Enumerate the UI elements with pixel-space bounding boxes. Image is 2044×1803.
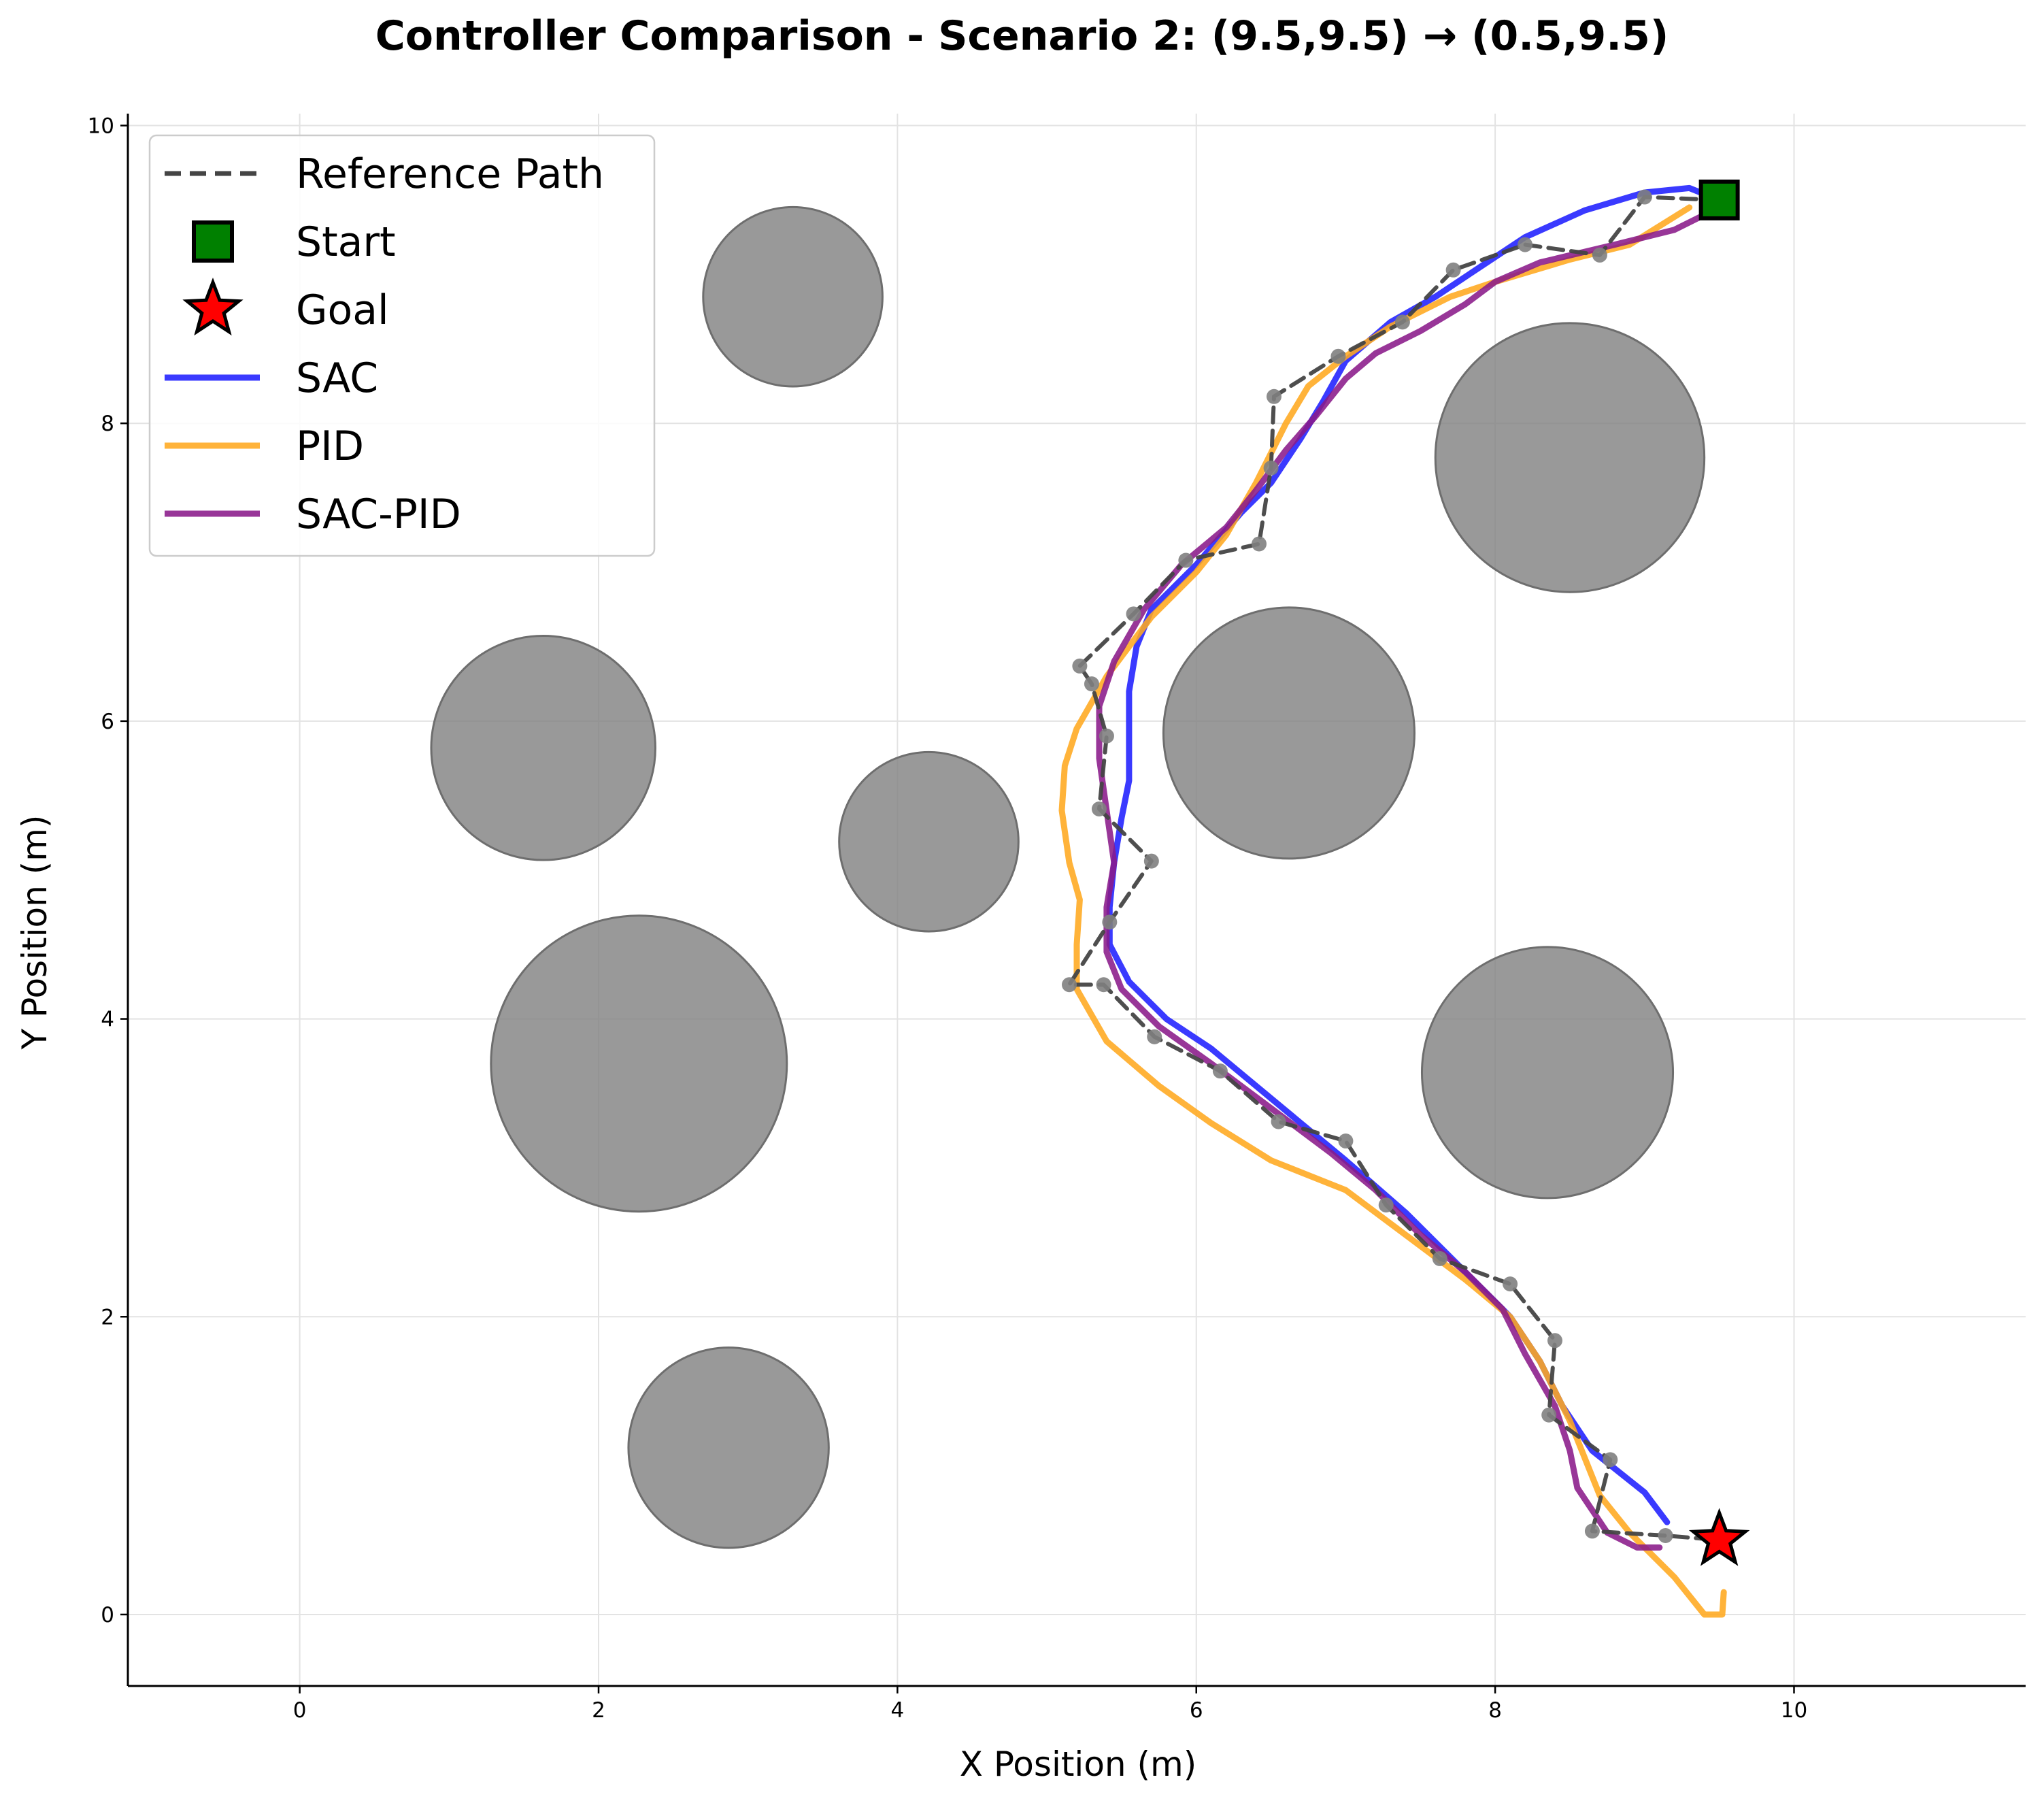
y-tick-label: 8 <box>101 412 114 436</box>
y-tick-label: 4 <box>101 1008 114 1032</box>
legend-swatch-goal <box>182 277 244 336</box>
reference-waypoint <box>1637 189 1652 205</box>
legend: Reference Path Start Goal SAC PID SAC-PID <box>148 134 656 557</box>
start-marker <box>1698 179 1740 220</box>
obstacle-circle <box>838 750 1020 933</box>
reference-waypoint <box>1147 1029 1162 1044</box>
obstacle-circle <box>1420 946 1675 1200</box>
reference-waypoint <box>1212 1063 1228 1079</box>
reference-waypoint <box>1330 348 1346 364</box>
reference-waypoint <box>1584 1523 1600 1539</box>
reference-waypoint <box>1072 658 1088 674</box>
x-tick-label: 10 <box>1781 1698 1807 1723</box>
legend-label-start: Start <box>296 218 396 266</box>
reference-waypoint <box>1603 1452 1618 1468</box>
reference-waypoint <box>1102 914 1118 930</box>
series-line-sac-pid <box>1096 204 1723 1551</box>
legend-label-reference-path: Reference Path <box>296 150 604 198</box>
reference-waypoint <box>1541 1407 1557 1423</box>
legend-label-goal: Goal <box>296 286 389 334</box>
reference-waypoint <box>1394 314 1410 330</box>
legend-box <box>148 134 656 557</box>
reference-waypoint <box>1091 801 1107 817</box>
reference-waypoint <box>1263 460 1279 476</box>
y-tick-label: 10 <box>88 114 114 139</box>
obstacle-circle <box>430 635 656 861</box>
y-tick-label: 0 <box>101 1603 114 1627</box>
reference-waypoint <box>1084 676 1099 692</box>
obstacle-circle <box>1434 322 1706 593</box>
x-tick-label: 2 <box>592 1698 605 1723</box>
y-axis-title: Y Position (m) <box>15 815 54 1051</box>
goal-marker <box>1688 1508 1750 1566</box>
legend-label-sac-pid: SAC-PID <box>296 491 461 538</box>
reference-waypoint <box>1445 262 1461 278</box>
obstacle-circle <box>702 205 884 388</box>
obstacle-circle <box>627 1346 830 1549</box>
x-tick-label: 6 <box>1190 1698 1203 1723</box>
reference-waypoint <box>1062 977 1077 993</box>
obstacle-circle <box>1162 606 1415 860</box>
reference-waypoint <box>1099 728 1114 744</box>
chart-title: Controller Comparison - Scenario 2: (9.5… <box>375 12 1669 60</box>
legend-swatch-start <box>192 220 234 263</box>
start-goal-markers <box>1688 179 1750 1566</box>
reference-waypoint <box>1547 1333 1562 1349</box>
reference-waypoint <box>1503 1276 1518 1292</box>
x-tick-label: 4 <box>891 1698 905 1723</box>
legend-label-sac: SAC <box>296 354 378 402</box>
legend-label-pid: PID <box>296 423 364 470</box>
reference-waypoint <box>1592 247 1607 263</box>
reference-waypoint <box>1518 237 1533 252</box>
reference-waypoint <box>1126 606 1141 622</box>
y-tick-label: 6 <box>101 710 114 734</box>
tick-labels: 0 2 4 6 8 10 0 2 4 6 8 10 <box>88 114 1808 1723</box>
reference-waypoint <box>1266 388 1281 404</box>
reference-waypoint <box>1143 853 1159 869</box>
x-axis-title: X Position (m) <box>960 1744 1196 1784</box>
reference-waypoint <box>1432 1251 1447 1266</box>
x-tick-label: 8 <box>1488 1698 1502 1723</box>
axes <box>127 114 2026 1687</box>
reference-waypoint <box>1338 1134 1354 1149</box>
obstacle-circle <box>490 914 788 1213</box>
reference-waypoint <box>1252 536 1267 552</box>
reference-waypoint <box>1271 1114 1286 1129</box>
y-tick-label: 2 <box>101 1305 114 1329</box>
reference-waypoint <box>1658 1527 1673 1543</box>
x-tick-label: 0 <box>293 1698 307 1723</box>
reference-waypoint <box>1378 1197 1394 1213</box>
obstacles <box>430 205 1706 1549</box>
reference-waypoint <box>1096 977 1111 993</box>
series-lines <box>1058 184 1727 1618</box>
reference-waypoint <box>1178 552 1194 568</box>
